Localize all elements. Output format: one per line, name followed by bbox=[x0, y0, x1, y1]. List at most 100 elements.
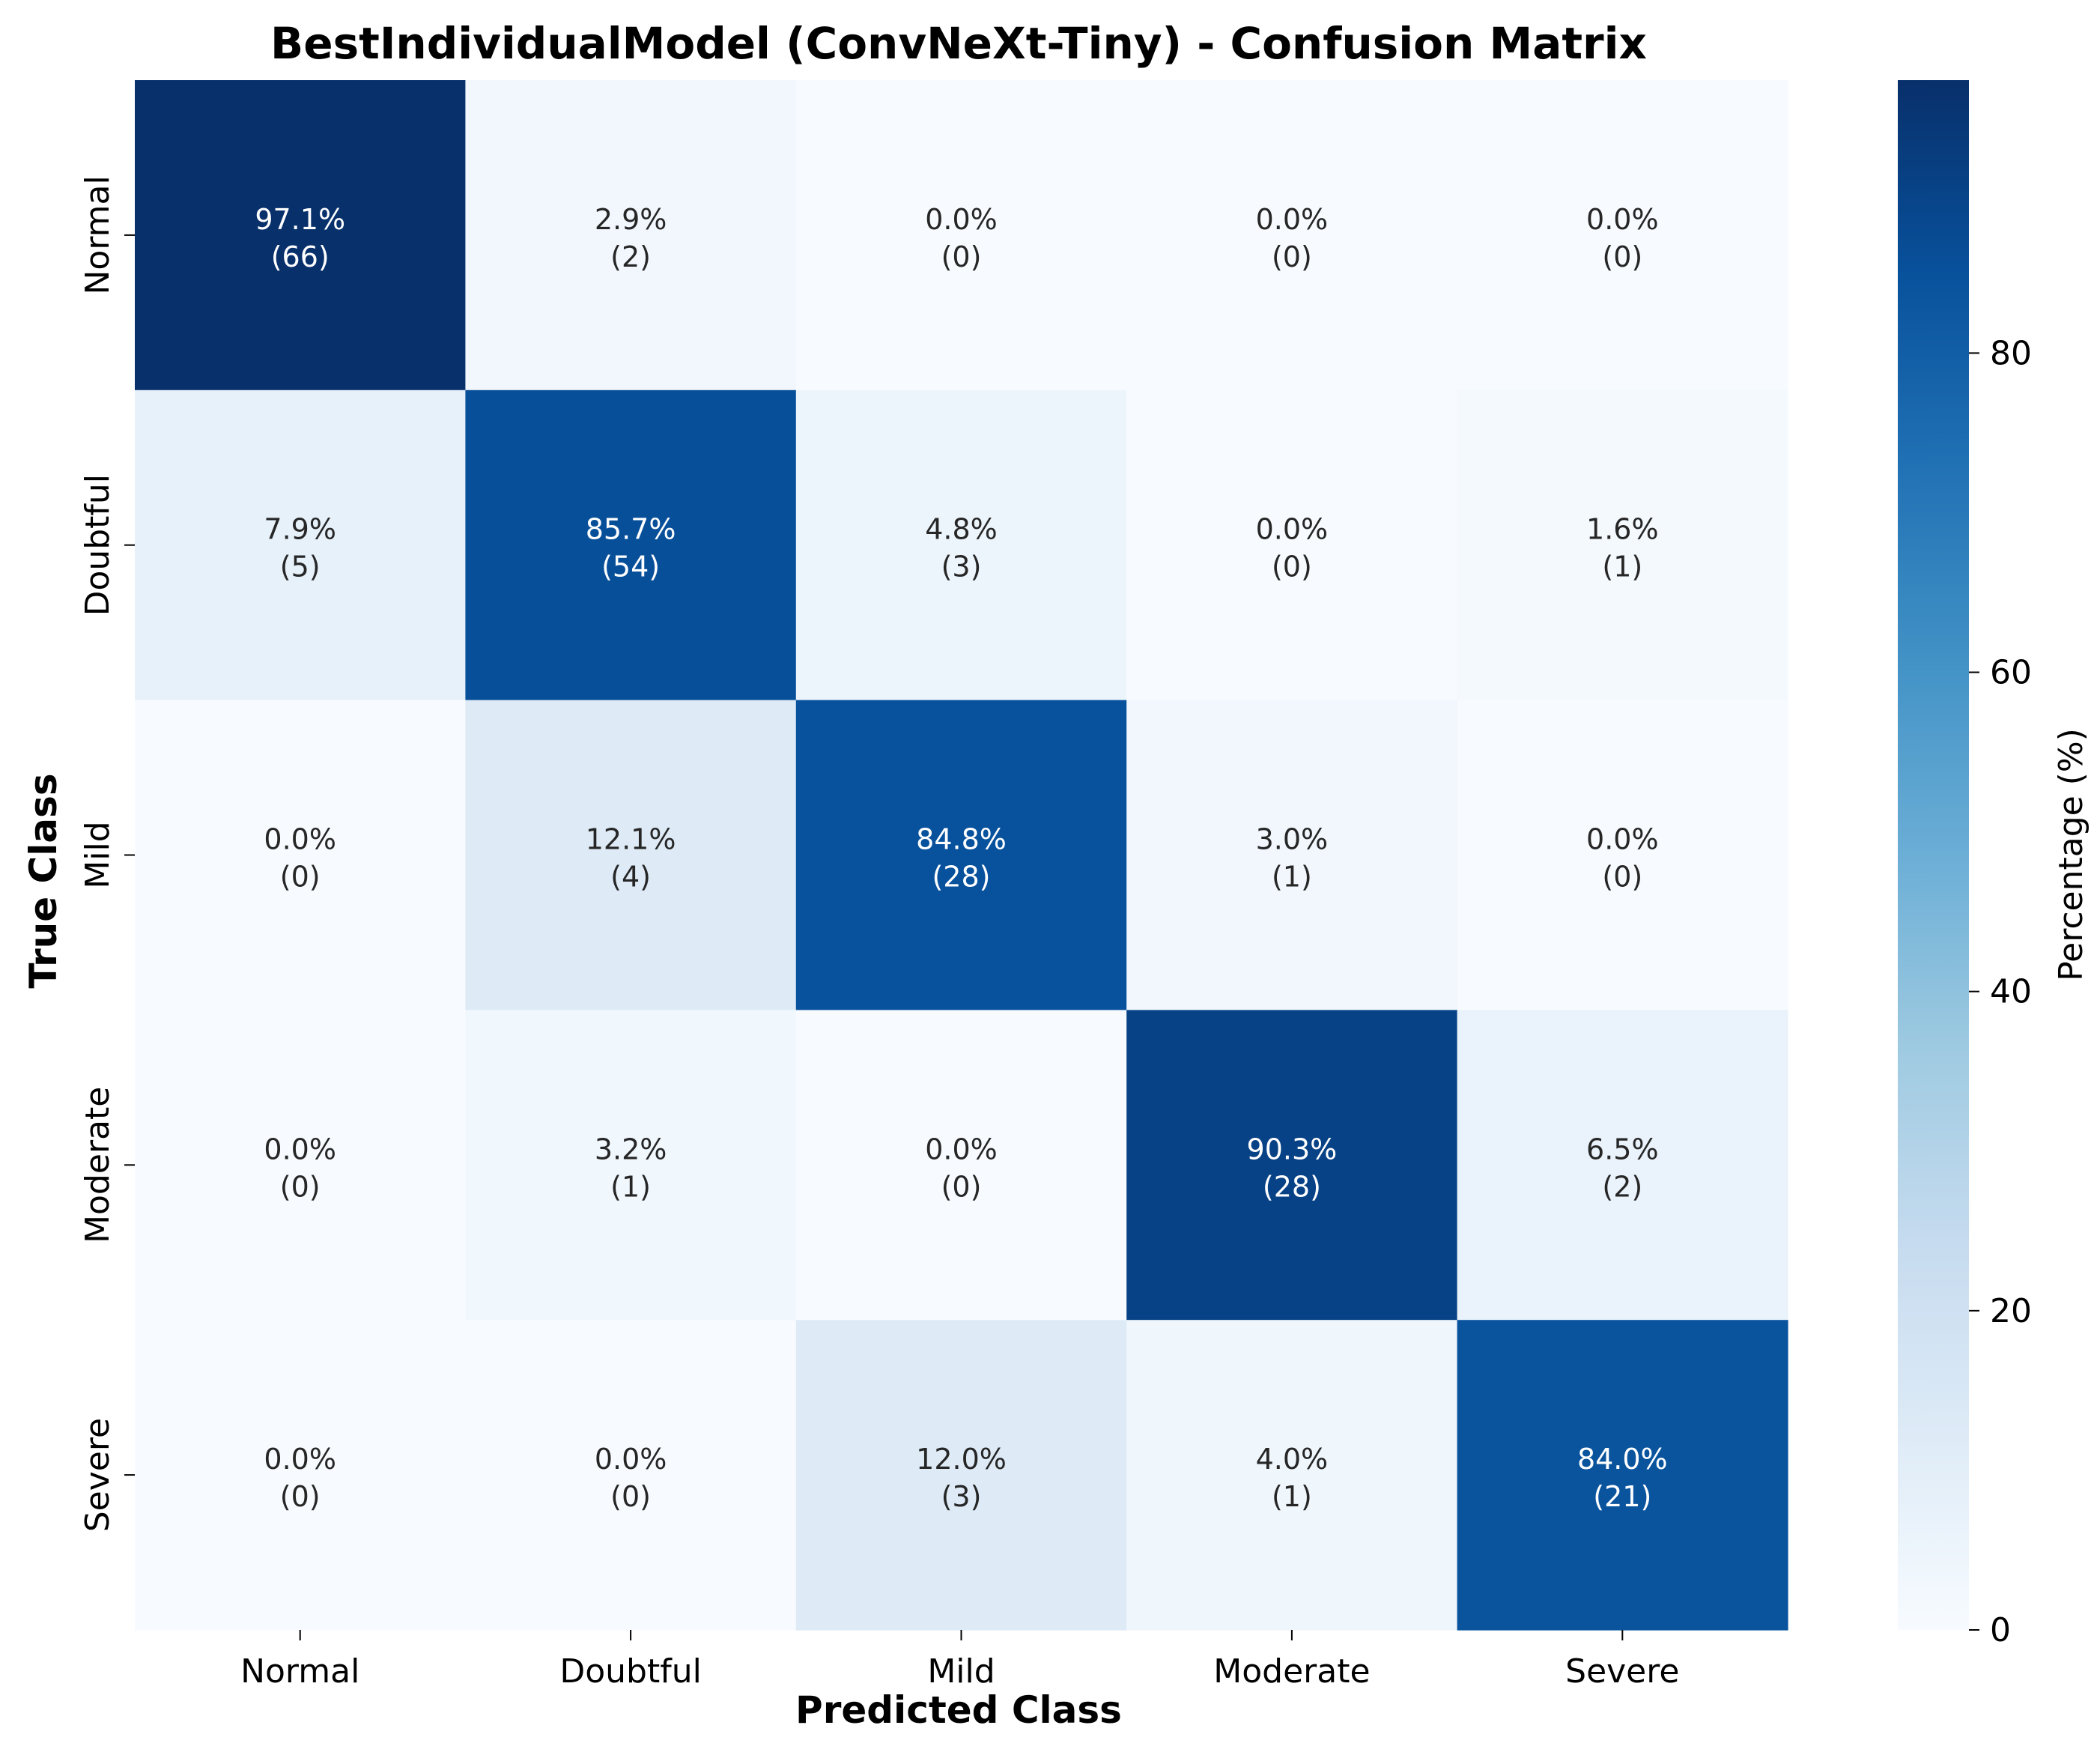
y-tick-label: Severe bbox=[79, 1418, 117, 1532]
heatmap-cell bbox=[1457, 1320, 1788, 1631]
heatmap-cell bbox=[1457, 390, 1788, 701]
heatmap-cell bbox=[1126, 390, 1458, 701]
colorbar-tick-label: 0 bbox=[1990, 1611, 2011, 1649]
cell-percent-label: 0.0% bbox=[264, 823, 336, 856]
heatmap-cell bbox=[1126, 1010, 1458, 1321]
cell-count-label: (0) bbox=[280, 861, 321, 894]
cell-percent-label: 90.3% bbox=[1247, 1133, 1338, 1166]
x-tick-label: Normal bbox=[240, 1652, 359, 1691]
cell-percent-label: 7.9% bbox=[264, 513, 336, 546]
colorbar-label: Percentage (%) bbox=[2052, 728, 2090, 981]
heatmap-cell bbox=[465, 80, 797, 391]
cell-count-label: (0) bbox=[1602, 861, 1642, 894]
cell-count-label: (1) bbox=[1272, 861, 1312, 894]
cell-count-label: (1) bbox=[1602, 551, 1642, 584]
x-tick-label: Moderate bbox=[1213, 1652, 1370, 1691]
colorbar-tick-label: 80 bbox=[1990, 334, 2032, 372]
cell-percent-label: 84.0% bbox=[1577, 1443, 1668, 1476]
cell-count-label: (28) bbox=[932, 861, 990, 894]
cell-count-label: (21) bbox=[1593, 1480, 1651, 1513]
y-tick-label: Mild bbox=[79, 821, 117, 888]
cell-count-label: (0) bbox=[941, 240, 982, 273]
colorbar-tick-label: 40 bbox=[1990, 973, 2032, 1011]
heatmap-cell bbox=[795, 700, 1127, 1010]
cell-count-label: (1) bbox=[610, 1170, 651, 1203]
heatmap-cell bbox=[135, 80, 466, 391]
cell-percent-label: 0.0% bbox=[1586, 823, 1659, 856]
cell-percent-label: 0.0% bbox=[264, 1443, 336, 1476]
cell-percent-label: 0.0% bbox=[1256, 203, 1329, 236]
heatmap-cell bbox=[465, 390, 797, 701]
colorbar-tick-label: 60 bbox=[1990, 654, 2032, 692]
cell-count-label: (2) bbox=[1602, 1170, 1642, 1203]
cell-count-label: (0) bbox=[1272, 551, 1312, 584]
heatmap-cell bbox=[135, 1010, 466, 1321]
cell-count-label: (0) bbox=[280, 1170, 321, 1203]
y-axis-ticks: Normal Doubtful Mild Moderate Severe bbox=[79, 175, 135, 1532]
cell-percent-label: 0.0% bbox=[264, 1133, 336, 1166]
cell-count-label: (2) bbox=[610, 240, 651, 273]
heatmap-cell bbox=[795, 1320, 1127, 1631]
cell-count-label: (28) bbox=[1263, 1170, 1321, 1203]
cell-count-label: (0) bbox=[941, 1170, 982, 1203]
cell-percent-label: 12.0% bbox=[916, 1443, 1007, 1476]
x-tick-label: Doubtful bbox=[559, 1652, 701, 1691]
cell-percent-label: 84.8% bbox=[916, 823, 1007, 856]
heatmap-cell bbox=[1457, 1010, 1788, 1321]
y-axis-label: True Class bbox=[22, 773, 65, 988]
cell-percent-label: 12.1% bbox=[586, 823, 676, 856]
cell-percent-label: 4.0% bbox=[1256, 1443, 1329, 1476]
cell-count-label: (4) bbox=[610, 861, 651, 894]
cell-percent-label: 3.0% bbox=[1256, 823, 1329, 856]
y-tick-label: Normal bbox=[79, 175, 117, 294]
cell-percent-label: 97.1% bbox=[255, 203, 345, 236]
cell-percent-label: 2.9% bbox=[595, 203, 667, 236]
x-axis-label: Predicted Class bbox=[795, 1688, 1122, 1732]
cell-percent-label: 4.8% bbox=[925, 513, 998, 546]
x-axis-ticks: Normal Doubtful Mild Moderate Severe bbox=[240, 1630, 1679, 1691]
cell-count-label: (3) bbox=[941, 551, 982, 584]
cell-count-label: (0) bbox=[610, 1480, 651, 1513]
cell-percent-label: 3.2% bbox=[595, 1133, 667, 1166]
heatmap-cell bbox=[1126, 80, 1458, 391]
heatmap-cell bbox=[1126, 700, 1458, 1010]
cell-count-label: (0) bbox=[1602, 240, 1642, 273]
heatmap-cell bbox=[465, 1010, 797, 1321]
heatmap-cell bbox=[465, 700, 797, 1010]
x-tick-label: Severe bbox=[1565, 1652, 1679, 1691]
y-tick-label: Moderate bbox=[79, 1087, 117, 1243]
y-tick-label: Doubtful bbox=[79, 474, 117, 616]
heatmap-cell bbox=[135, 700, 466, 1010]
cell-count-label: (3) bbox=[941, 1480, 982, 1513]
colorbar bbox=[1898, 80, 1969, 1630]
cell-percent-label: 0.0% bbox=[925, 1133, 998, 1166]
cell-percent-label: 0.0% bbox=[925, 203, 998, 236]
heatmap-cell bbox=[1457, 80, 1788, 391]
heatmap-cell bbox=[795, 1010, 1127, 1321]
cell-percent-label: 0.0% bbox=[595, 1443, 667, 1476]
colorbar-tick-label: 20 bbox=[1990, 1292, 2032, 1330]
cell-percent-label: 85.7% bbox=[586, 513, 676, 546]
x-tick-label: Mild bbox=[927, 1652, 995, 1691]
cell-count-label: (54) bbox=[601, 551, 660, 584]
heatmap-cell bbox=[135, 1320, 466, 1631]
heatmap-cells: 97.1% (66) 2.9% (2) 0.0% (0) 0.0% (0) 0.0% (0) 7.9… bbox=[135, 80, 1788, 1631]
cell-count-label: (1) bbox=[1272, 1480, 1312, 1513]
heatmap-cell bbox=[135, 390, 466, 701]
cell-percent-label: 0.0% bbox=[1586, 203, 1659, 236]
colorbar-ticks: 0 20 40 60 80 bbox=[1969, 334, 2032, 1649]
cell-count-label: (66) bbox=[271, 240, 330, 273]
heatmap-cell bbox=[1126, 1320, 1458, 1631]
cell-count-label: (0) bbox=[280, 1480, 321, 1513]
chart-title: BestIndividualModel (ConvNeXt-Tiny) - Co… bbox=[270, 18, 1647, 69]
heatmap-cell bbox=[465, 1320, 797, 1631]
heatmap-cell bbox=[795, 390, 1127, 701]
heatmap-cell bbox=[795, 80, 1127, 391]
cell-count-label: (5) bbox=[280, 551, 321, 584]
cell-count-label: (0) bbox=[1272, 240, 1312, 273]
cell-percent-label: 0.0% bbox=[1256, 513, 1329, 546]
cell-percent-label: 1.6% bbox=[1586, 513, 1659, 546]
cell-percent-label: 6.5% bbox=[1586, 1133, 1659, 1166]
heatmap-cell bbox=[1457, 700, 1788, 1010]
